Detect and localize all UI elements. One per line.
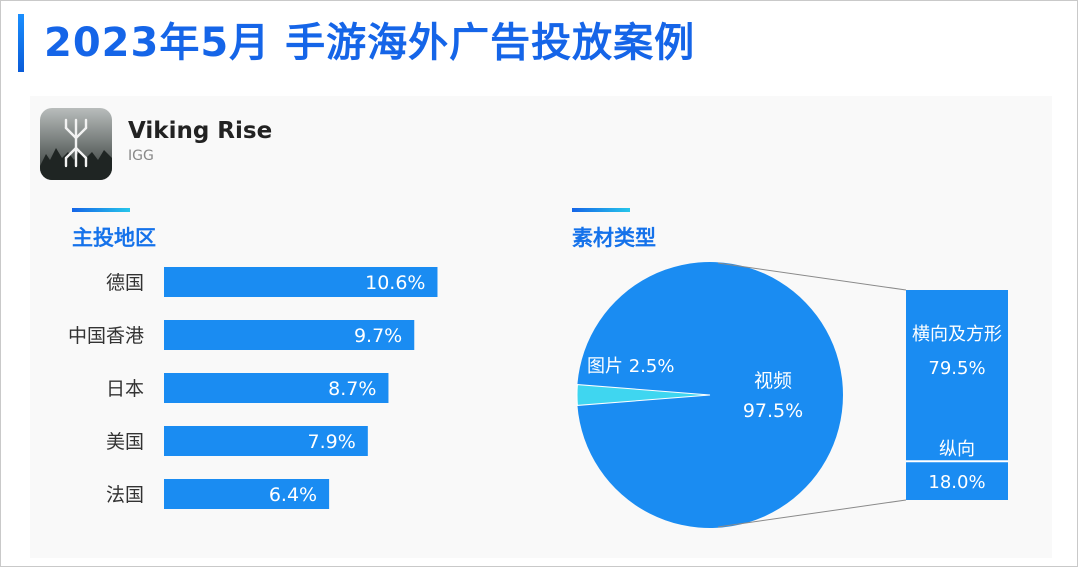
regions-section-title: 主投地区 <box>72 226 156 250</box>
viking-rune-icon <box>40 108 112 180</box>
breakdown-segment-portrait <box>906 461 1008 500</box>
pie-slice-video <box>577 262 843 528</box>
page-title: 2023年5月 手游海外广告投放案例 <box>44 20 696 66</box>
breakdown-segment-landscape <box>906 290 1008 462</box>
connector-line-top <box>717 262 907 291</box>
pie-label-video: 视频 <box>754 370 792 392</box>
region-bar <box>164 479 330 509</box>
region-bar <box>164 320 415 350</box>
region-category-label: 日本 <box>106 378 144 400</box>
connector-line-bottom <box>717 499 907 528</box>
material-section-accent <box>572 208 630 212</box>
region-value-label: 10.6% <box>365 272 425 294</box>
region-bar <box>164 267 438 297</box>
region-bar <box>164 426 368 456</box>
title-accent-bar <box>18 14 24 72</box>
breakdown-value-portrait: 18.0% <box>928 472 985 493</box>
region-value-label: 9.7% <box>354 325 402 347</box>
pie-value-video: 97.5% <box>743 400 803 422</box>
breakdown-value-landscape: 79.5% <box>928 358 985 379</box>
region-category-label: 德国 <box>106 272 144 294</box>
breakdown-label-portrait: 纵向 <box>939 439 975 460</box>
region-category-label: 中国香港 <box>68 325 144 347</box>
region-value-label: 7.9% <box>308 431 356 453</box>
pie-slice-image <box>576 384 711 406</box>
pie-label-image: 图片 2.5% <box>587 356 674 377</box>
material-section-title: 素材类型 <box>572 226 656 250</box>
region-bar-chart: 德国 10.6% 中国香港 9.7% 日本 8.7% 美国 7.9% 法国 6.4% <box>68 267 438 509</box>
region-category-label: 法国 <box>106 484 144 506</box>
app-name: Viking Rise <box>128 118 273 144</box>
region-value-label: 6.4% <box>269 484 317 506</box>
region-bar <box>164 373 389 403</box>
app-publisher: IGG <box>128 148 154 164</box>
region-category-label: 美国 <box>106 431 144 453</box>
material-pie-chart: 图片 2.5% 视频 97.5% 横向及方形 79.5% 纵向 18.0% <box>576 262 1008 528</box>
regions-section-accent <box>72 208 130 212</box>
breakdown-label-landscape: 横向及方形 <box>912 324 1002 345</box>
region-value-label: 8.7% <box>328 378 376 400</box>
